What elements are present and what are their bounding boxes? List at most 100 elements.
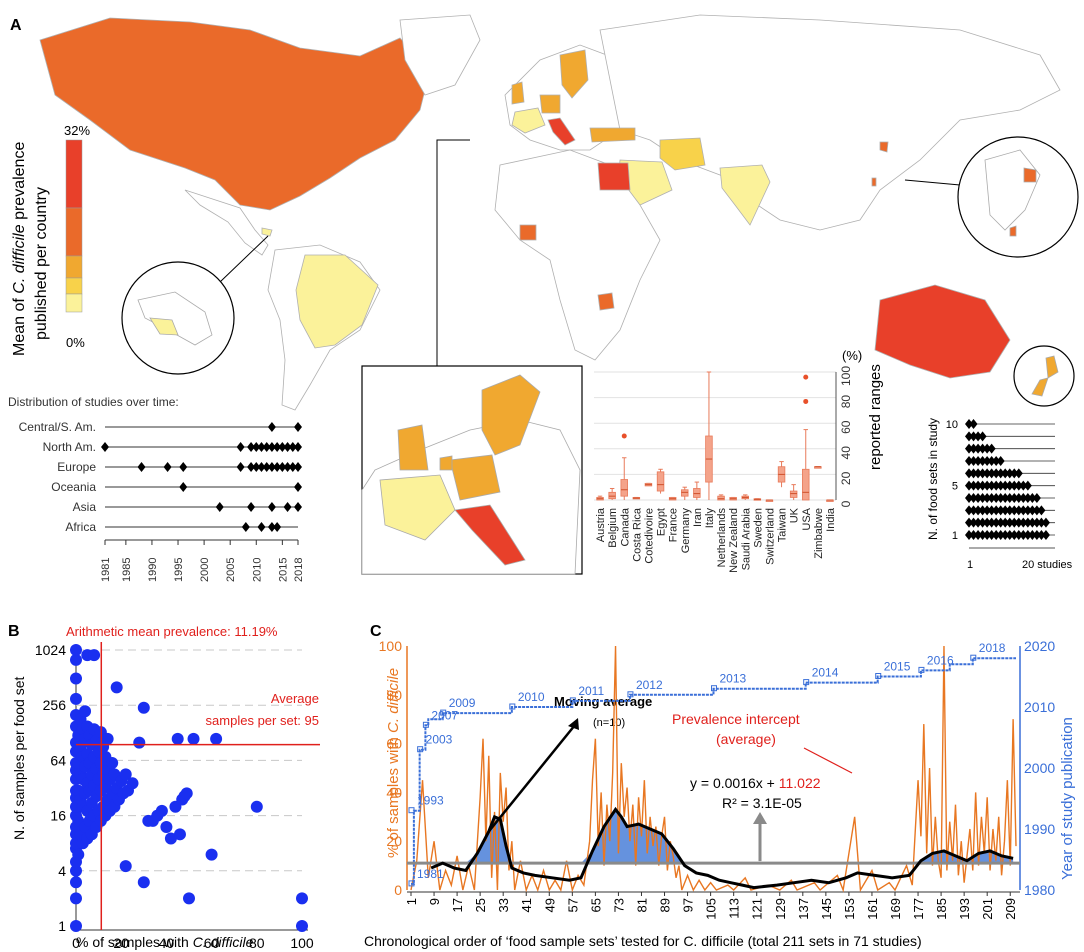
foodsets-study-marker	[978, 468, 987, 479]
foodsets-study-marker	[1037, 517, 1046, 528]
foodsets-study-marker	[983, 517, 992, 528]
year-marker	[509, 703, 516, 710]
timeseries-ytick-right: 2010	[1024, 699, 1055, 715]
foodsets-study-marker	[974, 530, 983, 540]
map-cote-divoire	[519, 224, 537, 241]
regression-equation: y = 0.0016x + 11.022	[690, 775, 821, 791]
foodsets-study-marker	[965, 456, 973, 466]
boxplot-outlier	[803, 398, 809, 404]
foodsets-study-marker	[987, 530, 996, 540]
timeseries-ytick-left: 20	[386, 833, 402, 849]
foodsets-study-marker	[965, 419, 973, 429]
foodsets-study-marker	[1014, 517, 1023, 528]
foodsets-study-marker	[1037, 505, 1046, 516]
foodsets-study-marker	[1001, 493, 1010, 503]
foodsets-study-marker	[996, 530, 1005, 540]
timeseries-ylabel-left: % of samples with C. difficile	[385, 668, 402, 858]
timeseries-xtick-label: 65	[588, 898, 603, 912]
boxplot-country-label: Cotedivoire	[643, 508, 655, 564]
foodsets-study-marker	[1032, 493, 1041, 503]
timeseries-xtick-label: 89	[658, 898, 673, 912]
boxplot-ytick-label: 100	[839, 366, 853, 386]
scatter-xtick-label: 20	[113, 935, 129, 951]
timeseries-xtick-label: 41	[519, 898, 534, 912]
scatter-point	[70, 644, 82, 656]
timeline-study-marker	[267, 502, 276, 512]
timeline-study-marker	[257, 522, 266, 532]
boxplot-ytick-label: 0	[839, 500, 853, 507]
boxplot-ylabel: reported ranges	[867, 364, 884, 470]
scatter-point	[119, 860, 132, 873]
average-label-1: Average	[271, 691, 319, 706]
scatter-point	[137, 876, 150, 889]
moving-average-fill	[431, 809, 1014, 864]
timeline-study-marker	[252, 442, 261, 452]
scatter-ytick-label: 256	[43, 697, 67, 713]
scatter-point	[119, 768, 132, 781]
moving-average-n: (n=10)	[593, 717, 625, 729]
timeseries-xtick-label: 81	[634, 898, 649, 912]
foodsets-study-marker	[978, 505, 987, 516]
boxplot-country-label: Sweden	[752, 508, 764, 548]
timeline-study-marker	[215, 502, 224, 512]
boxplot-box	[656, 471, 665, 492]
timeline-region-label: Asia	[73, 500, 97, 514]
year-label: 2012	[636, 678, 663, 692]
timeseries-xtick-label: 129	[773, 898, 788, 920]
timeseries-xtick-label: 169	[888, 898, 903, 920]
timeline-axis-tick-label: 1990	[147, 558, 159, 582]
timeline-study-marker	[163, 462, 172, 472]
foodsets-study-marker	[992, 517, 1001, 528]
map-iran	[659, 137, 706, 171]
timeseries-xtick-label: 201	[980, 898, 995, 920]
map-taiwan	[871, 177, 877, 187]
boxplot-country-label: New Zealand	[728, 508, 740, 573]
boxplot-ytick-label: 60	[839, 420, 853, 434]
timeline-axis-tick-label: 2000	[199, 558, 211, 582]
year-marker	[627, 691, 634, 698]
timeline-study-marker	[294, 502, 302, 512]
studies-timeline: Distribution of studies over time: Centr…	[8, 395, 305, 582]
average-label-2: samples per set: 95	[206, 713, 319, 728]
timeline-region-label: Africa	[65, 520, 96, 534]
foodsets-study-marker	[983, 443, 992, 454]
inset-central-america	[121, 235, 269, 375]
panel-b-label: B	[8, 623, 20, 640]
foodsets-study-marker	[1010, 505, 1019, 516]
intercept-pointer	[803, 747, 853, 774]
boxplot-country-label: India	[825, 507, 837, 532]
scatter-xtick-label: 0	[72, 935, 80, 951]
boxplot-country-label: France	[668, 508, 680, 542]
scatter-point	[70, 653, 82, 666]
timeline-axis-tick-label: 2018	[293, 558, 305, 582]
foodsets-study-marker	[996, 517, 1005, 528]
intercept-arrowhead	[753, 812, 767, 824]
boxplot-box	[681, 489, 689, 497]
scatter-point	[110, 681, 123, 694]
foodsets-study-marker	[974, 517, 983, 528]
timeseries-ytick-left: 60	[386, 736, 402, 752]
foodsets-study-marker	[974, 493, 983, 503]
intercept-label-1: Prevalence intercept	[672, 711, 800, 727]
map-zimbabwe	[597, 292, 615, 311]
legend-min-label: 0%	[66, 335, 85, 350]
year-marker	[408, 880, 415, 887]
foodsets-study-marker	[978, 493, 987, 503]
foodsets-study-marker	[1005, 480, 1014, 491]
foodsets-study-marker	[992, 456, 1001, 466]
foodsets-study-marker	[1005, 530, 1014, 540]
boxplot-box	[693, 488, 701, 498]
timeline-title: Distribution of studies over time:	[8, 395, 179, 409]
scatter-point	[70, 692, 82, 705]
year-marker	[803, 679, 810, 686]
timeline-axis-tick-label: 1985	[121, 558, 133, 582]
year-label: 2010	[518, 690, 545, 704]
foodsets-study-marker	[983, 480, 992, 491]
foodsets-study-marker	[1010, 530, 1019, 540]
foodsets-study-marker	[996, 456, 1005, 466]
foodsets-study-marker	[978, 517, 987, 528]
timeline-region-label: Central/S. Am.	[19, 420, 96, 434]
food-sets-chart: N. of food sets in study 1 5 10 1 20 studies	[926, 418, 1073, 571]
timeseries-xtick-label: 177	[911, 898, 926, 920]
